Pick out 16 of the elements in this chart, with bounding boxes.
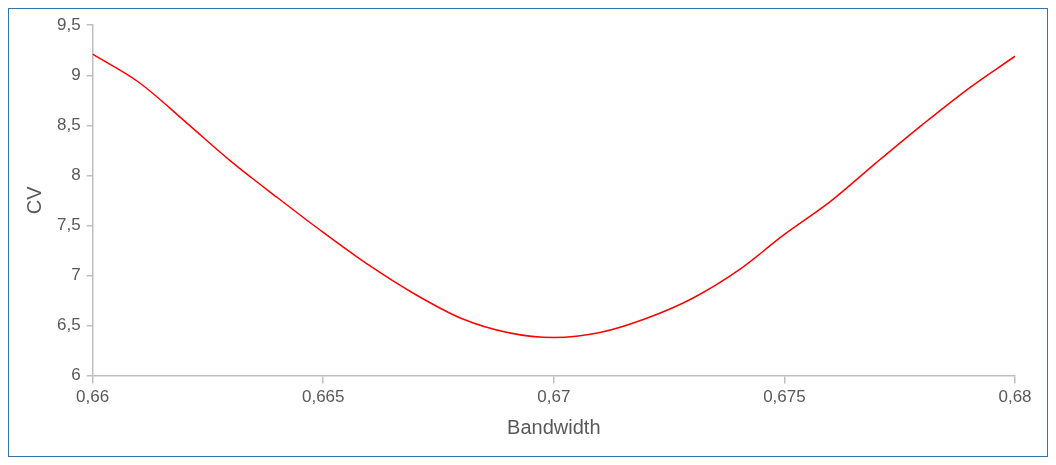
y-tick-label: 8,5 bbox=[56, 115, 81, 134]
y-tick-label: 7 bbox=[71, 265, 81, 285]
y-tick-label: 7,5 bbox=[56, 215, 81, 235]
x-tick-label: 0,675 bbox=[763, 387, 806, 407]
y-tick-label: 6 bbox=[71, 365, 81, 385]
line-series bbox=[92, 53, 1015, 339]
x-tick-label: 0,68 bbox=[998, 387, 1032, 407]
y-tick-label: 9,5 bbox=[56, 14, 81, 34]
x-tick-label: 0,665 bbox=[301, 387, 345, 407]
y-tick-label: 8 bbox=[71, 165, 81, 185]
y-tick-label: 9 bbox=[71, 64, 81, 84]
x-tick-label: 0,67 bbox=[537, 387, 571, 407]
x-axis-title: Bandwidth bbox=[507, 415, 601, 438]
x-tick-label: 0,66 bbox=[76, 387, 110, 407]
y-tick-label: 6,5 bbox=[56, 315, 81, 335]
y-axis-title: CV bbox=[22, 185, 45, 215]
